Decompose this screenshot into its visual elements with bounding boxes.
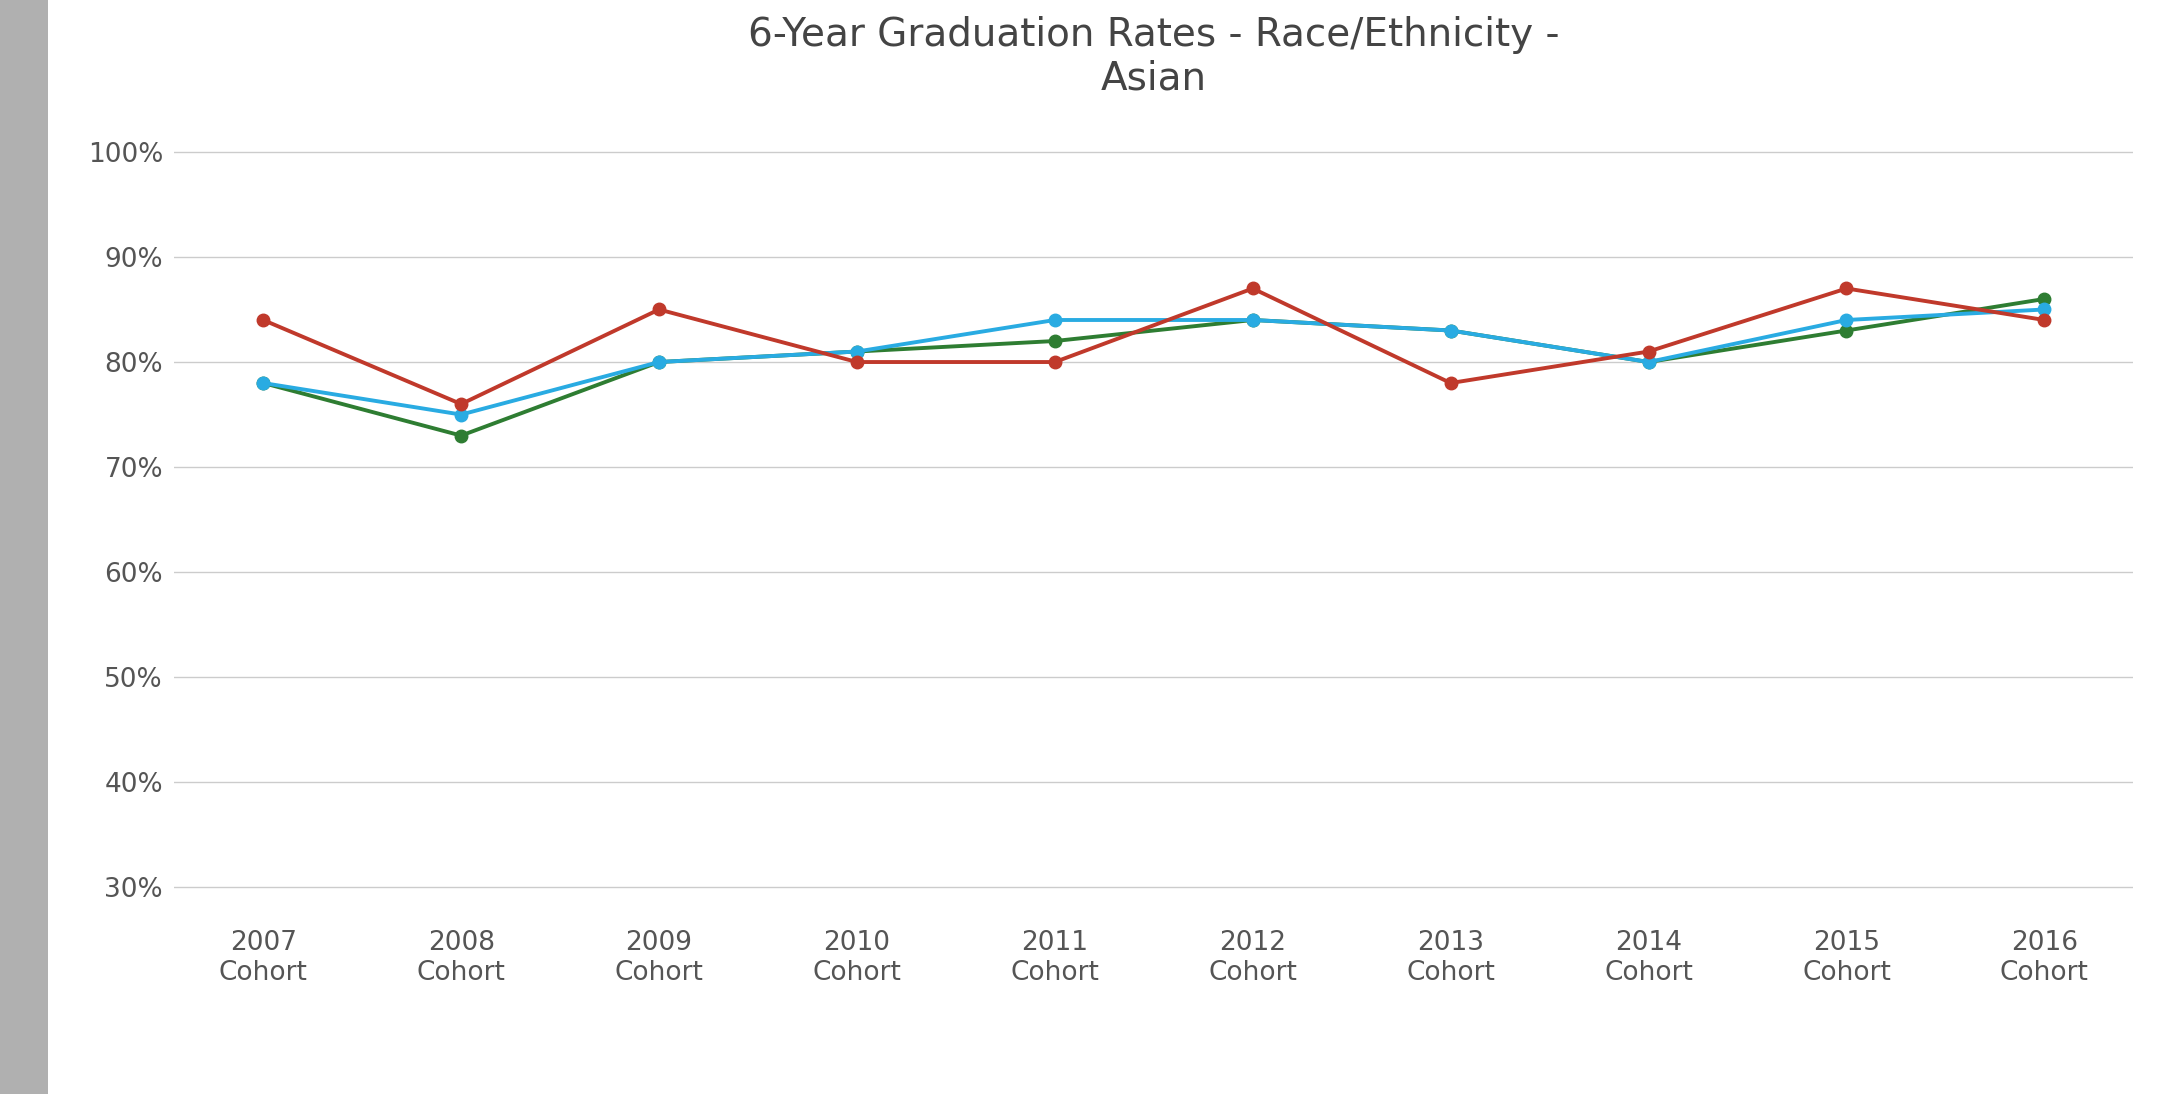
All Benchmark Institutions <box>1043 335 1069 348</box>
All Benchmark Institutions <box>845 345 871 358</box>
WestCoast Benchmark Institutions <box>845 345 871 358</box>
All Benchmark Institutions <box>2031 292 2057 305</box>
All Benchmark Institutions <box>647 356 673 369</box>
WestCoast Benchmark Institutions <box>1043 313 1069 326</box>
All Benchmark Institutions <box>1833 324 1859 337</box>
Seattle University <box>448 397 475 410</box>
Seattle University <box>1043 356 1069 369</box>
Seattle University <box>250 313 276 326</box>
Seattle University <box>1437 376 1463 389</box>
WestCoast Benchmark Institutions <box>1239 313 1265 326</box>
Seattle University <box>1833 282 1859 295</box>
All Benchmark Institutions <box>448 429 475 442</box>
WestCoast Benchmark Institutions <box>250 376 276 389</box>
Line: WestCoast Benchmark Institutions: WestCoast Benchmark Institutions <box>257 303 2051 421</box>
WestCoast Benchmark Institutions <box>647 356 673 369</box>
WestCoast Benchmark Institutions <box>1635 356 1661 369</box>
Line: All Benchmark Institutions: All Benchmark Institutions <box>257 293 2051 442</box>
Seattle University <box>1635 345 1661 358</box>
WestCoast Benchmark Institutions <box>1437 324 1463 337</box>
Line: Seattle University: Seattle University <box>257 282 2051 410</box>
Seattle University <box>647 303 673 316</box>
All Benchmark Institutions <box>250 376 276 389</box>
WestCoast Benchmark Institutions <box>2031 303 2057 316</box>
Seattle University <box>1239 282 1265 295</box>
Seattle University <box>2031 313 2057 326</box>
All Benchmark Institutions <box>1437 324 1463 337</box>
All Benchmark Institutions <box>1239 313 1265 326</box>
All Benchmark Institutions <box>1635 356 1661 369</box>
Seattle University <box>845 356 871 369</box>
WestCoast Benchmark Institutions <box>448 408 475 421</box>
Title: 6-Year Graduation Rates - Race/Ethnicity -
Asian: 6-Year Graduation Rates - Race/Ethnicity… <box>749 15 1559 97</box>
WestCoast Benchmark Institutions <box>1833 313 1859 326</box>
